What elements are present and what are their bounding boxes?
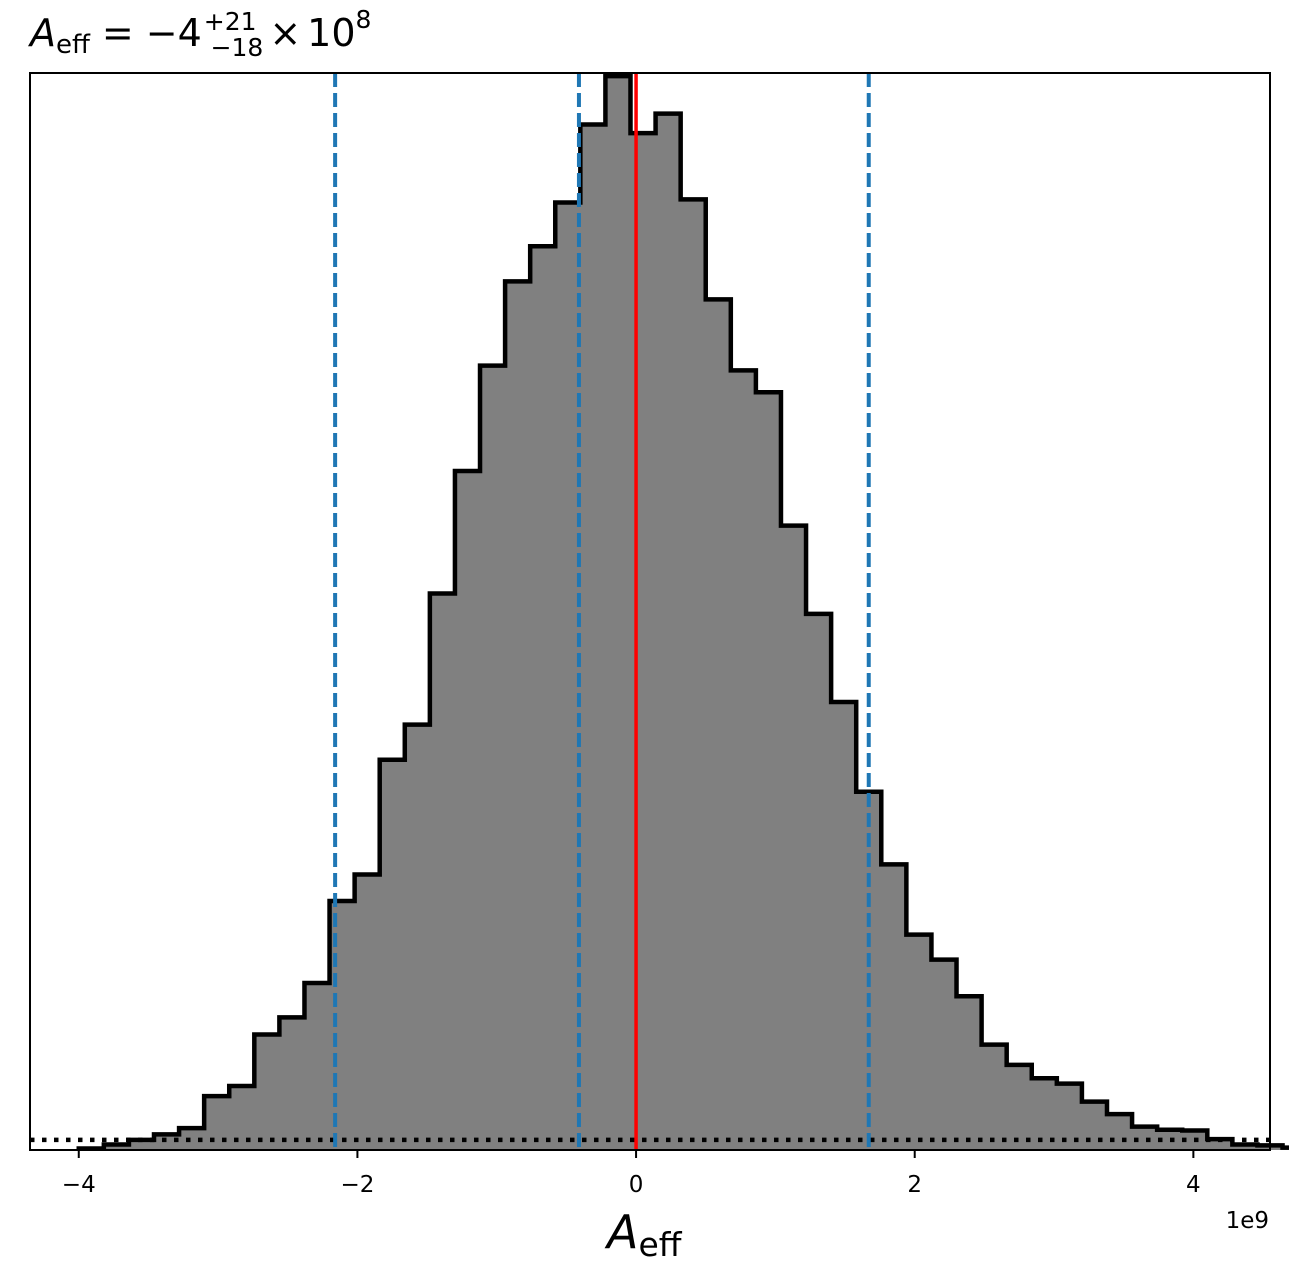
histogram-bin-23 <box>655 113 682 1150</box>
histogram-bin-14 <box>429 593 456 1150</box>
histogram-bin-12 <box>379 759 406 1150</box>
histogram-bin-43 <box>1157 1129 1183 1150</box>
histogram-bin-3 <box>154 1134 180 1150</box>
histogram-bin-4 <box>179 1128 205 1150</box>
title-median: −4 <box>146 11 202 55</box>
histogram-bin-21 <box>605 76 632 1151</box>
histogram-bin-33 <box>906 934 933 1150</box>
histogram-bin-20 <box>580 124 607 1151</box>
histogram-bin-7 <box>254 1034 280 1150</box>
histogram-bin-39 <box>1056 1083 1083 1150</box>
histogram-bin-19 <box>555 202 581 1150</box>
histogram-bin-9 <box>304 982 331 1150</box>
x-tick-label-1: −2 <box>340 1172 374 1198</box>
histogram-bin-42 <box>1132 1126 1158 1150</box>
x-tick-label-2: 0 <box>629 1172 644 1198</box>
x-axis-ticks: −4 −2 0 2 4 <box>62 1150 1201 1198</box>
histogram-bin-29 <box>806 613 832 1150</box>
title-power-base: 10 <box>307 11 355 55</box>
histogram-bin-11 <box>354 874 381 1150</box>
histogram-bin-25 <box>705 299 732 1151</box>
histogram-bin-32 <box>881 864 907 1150</box>
histogram-bin-40 <box>1081 1101 1108 1150</box>
histogram-bin-15 <box>454 471 481 1150</box>
title-power-exp: 8 <box>356 5 372 34</box>
xlabel-sub: eff <box>638 1225 682 1264</box>
x-tick-label-0: −4 <box>62 1172 96 1198</box>
histogram-outline <box>76 73 1289 1151</box>
histogram-bars <box>78 76 1289 1151</box>
x-offset-label: 1e9 <box>1226 1208 1269 1234</box>
xlabel-base: A <box>604 1205 638 1259</box>
title-base-sub: eff <box>56 30 91 60</box>
histogram-bin-37 <box>1006 1064 1033 1150</box>
histogram-bin-35 <box>956 996 983 1150</box>
x-axis-label: Aeff <box>604 1205 683 1264</box>
x-tick-label-4: 4 <box>1186 1172 1201 1198</box>
histogram-bin-13 <box>404 724 431 1150</box>
histogram-bin-34 <box>931 959 958 1150</box>
title-plus-error: +21 <box>204 7 257 36</box>
x-tick-label-3: 2 <box>907 1172 922 1198</box>
histogram-bin-6 <box>229 1086 255 1150</box>
axes-frame <box>29 72 1271 1151</box>
histogram-bin-31 <box>856 791 882 1150</box>
histogram-bin-18 <box>530 246 556 1150</box>
histogram-bin-28 <box>780 525 807 1150</box>
histogram-bin-45 <box>1207 1139 1233 1150</box>
title-times: × <box>269 11 301 55</box>
histogram-bin-36 <box>981 1044 1008 1150</box>
histogram-bin-27 <box>755 392 782 1150</box>
title-minus-error: −18 <box>211 33 264 62</box>
histogram-bin-30 <box>831 702 857 1150</box>
histogram-bin-2 <box>128 1139 155 1150</box>
histogram-bin-26 <box>730 370 757 1150</box>
title-equals: = <box>102 11 134 55</box>
histogram-bin-1 <box>103 1144 130 1150</box>
histogram-bin-24 <box>680 199 707 1151</box>
chart-title: Aeff = −4+21 −18 × 108 <box>27 5 371 62</box>
title-base: A <box>27 11 56 55</box>
histogram-bin-41 <box>1106 1114 1133 1150</box>
histogram-bin-8 <box>279 1017 306 1150</box>
histogram-bin-46 <box>1232 1144 1259 1150</box>
histogram-bin-16 <box>480 365 506 1150</box>
histogram-bin-17 <box>505 281 531 1150</box>
